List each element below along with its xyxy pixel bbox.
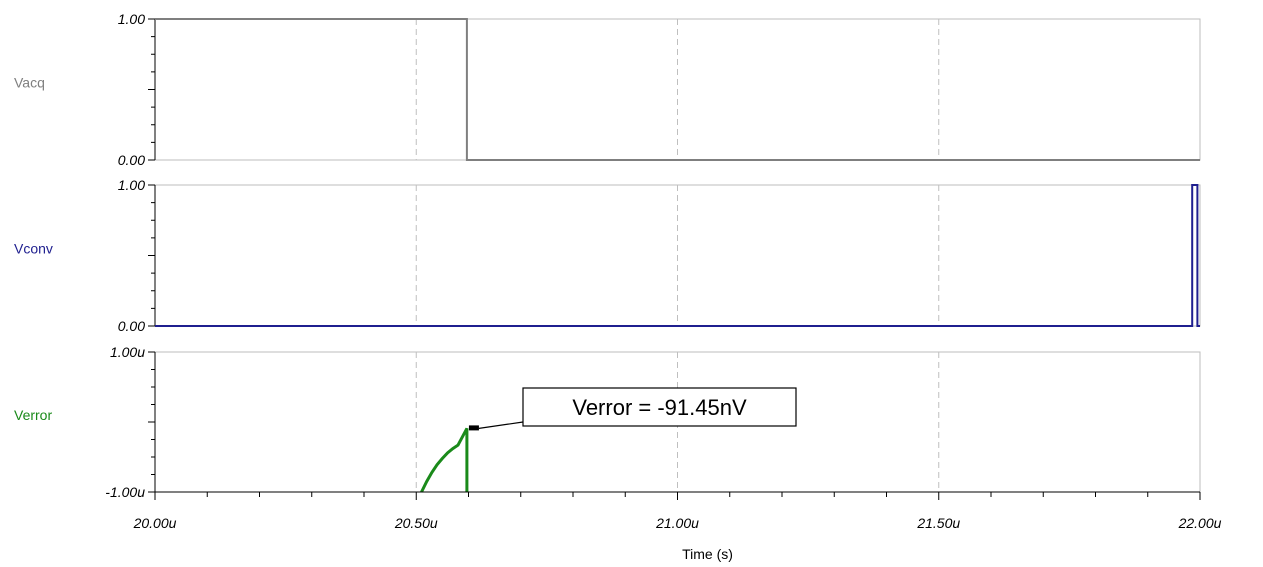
y-tick-label: -1.00u (105, 484, 145, 500)
annotation-marker (468, 425, 479, 431)
y-tick-label: 1.00u (110, 344, 145, 360)
annotation-leader (478, 421, 524, 429)
x-tick-label: 21.50u (916, 515, 960, 531)
series-label-vacq: Vacq (14, 75, 45, 91)
x-tick-label: 20.00u (133, 515, 177, 531)
y-tick-label: 1.00 (118, 11, 145, 27)
series-label-vconv: Vconv (14, 241, 53, 257)
series-line-vacq (155, 18, 1200, 161)
x-tick-label: 21.00u (655, 515, 699, 531)
series-line-vconv (155, 184, 1200, 327)
series-line-verror (420, 427, 469, 493)
x-axis-title: Time (s) (682, 546, 733, 562)
y-tick-label: 1.00 (118, 177, 145, 193)
y-tick-label: 0.00 (118, 318, 145, 334)
x-tick-label: 22.00u (1178, 515, 1222, 531)
annotation-text: Verror = -91.45nV (572, 395, 747, 420)
series-label-verror: Verror (14, 407, 52, 423)
y-tick-label: 0.00 (118, 152, 145, 168)
annotation-box (522, 387, 797, 427)
x-tick-label: 20.50u (394, 515, 438, 531)
